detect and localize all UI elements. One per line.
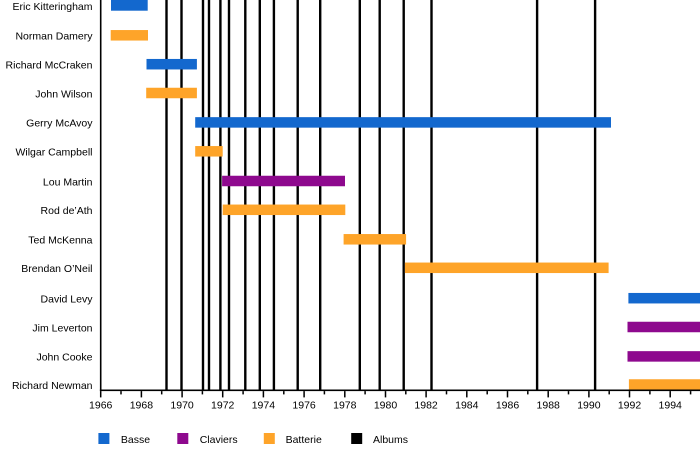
svg-text:Batterie: Batterie — [286, 434, 322, 446]
svg-text:Gerry McAvoy: Gerry McAvoy — [26, 118, 93, 130]
svg-text:1966: 1966 — [89, 400, 113, 412]
svg-text:1972: 1972 — [211, 400, 235, 412]
svg-text:1994: 1994 — [659, 400, 683, 412]
svg-text:Ted McKenna: Ted McKenna — [28, 235, 92, 247]
svg-text:1976: 1976 — [292, 400, 316, 412]
svg-text:1980: 1980 — [374, 400, 398, 412]
svg-text:Richard McCraken: Richard McCraken — [6, 60, 93, 72]
svg-text:1974: 1974 — [252, 400, 276, 412]
svg-text:Albums: Albums — [373, 434, 408, 446]
svg-text:Brendan O’Neil: Brendan O’Neil — [21, 263, 92, 275]
svg-text:Basse: Basse — [121, 434, 150, 446]
svg-text:1970: 1970 — [170, 400, 194, 412]
svg-text:1990: 1990 — [577, 400, 601, 412]
svg-text:Richard Newman: Richard Newman — [12, 380, 93, 392]
svg-text:Lou Martin: Lou Martin — [43, 176, 93, 188]
svg-text:1984: 1984 — [455, 400, 479, 412]
svg-text:1992: 1992 — [618, 400, 642, 412]
svg-text:1982: 1982 — [414, 400, 438, 412]
svg-text:David Levy: David Levy — [41, 294, 94, 306]
svg-text:1988: 1988 — [537, 400, 561, 412]
svg-text:Eric Kitteringham: Eric Kitteringham — [13, 1, 93, 13]
svg-text:John Cooke: John Cooke — [36, 352, 92, 364]
svg-text:John Wilson: John Wilson — [35, 88, 92, 100]
svg-text:Jim Leverton: Jim Leverton — [32, 322, 92, 334]
svg-text:1986: 1986 — [496, 400, 520, 412]
svg-text:Wilgar Campbell: Wilgar Campbell — [15, 147, 92, 159]
svg-text:Norman Damery: Norman Damery — [15, 31, 93, 43]
svg-text:1978: 1978 — [333, 400, 357, 412]
svg-text:1968: 1968 — [130, 400, 154, 412]
svg-text:Rod de’Ath: Rod de’Ath — [41, 205, 93, 217]
svg-text:Claviers: Claviers — [200, 434, 238, 446]
